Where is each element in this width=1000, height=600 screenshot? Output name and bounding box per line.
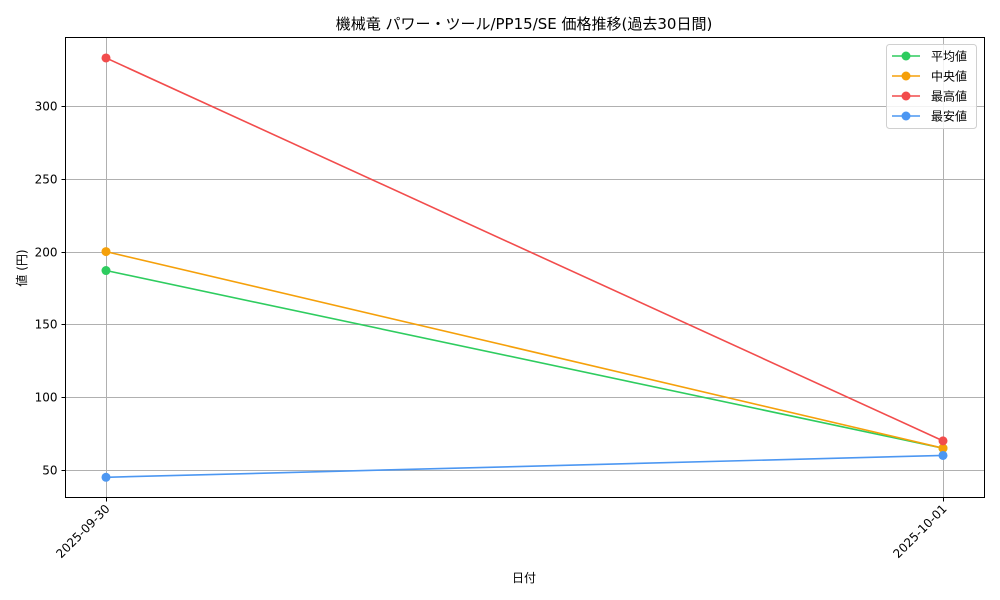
data-point-marker [938, 450, 948, 460]
series-1 [101, 247, 948, 453]
y-axis-ticks: 50 100 150 200 250 300 [35, 100, 66, 478]
legend-item: 最高値 [892, 89, 967, 104]
series-line [105, 250, 944, 449]
data-point-marker [938, 436, 948, 446]
y-tick-label: 250 [35, 173, 58, 187]
series-line [105, 454, 944, 479]
x-axis-label: 日付 [512, 571, 536, 585]
legend-label: 平均値 [931, 49, 967, 64]
data-series [101, 53, 948, 482]
legend-item: 中央値 [892, 69, 967, 84]
legend-label: 最安値 [931, 109, 967, 124]
legend-marker-icon [901, 111, 911, 121]
series-line [105, 57, 944, 442]
legend-item: 最安値 [892, 109, 967, 124]
series-0 [101, 266, 948, 453]
x-axis-ticks: 2025-09-30 2025-10-01 [53, 497, 950, 561]
legend-label: 最高値 [931, 89, 967, 104]
series-line [105, 269, 944, 449]
x-tick-label: 2025-10-01 [890, 502, 949, 561]
series-3 [101, 450, 948, 482]
legend-marker-icon [901, 51, 911, 61]
grid-lines [65, 37, 985, 498]
data-point-marker [101, 247, 111, 257]
data-point-marker [101, 472, 111, 482]
y-tick-label: 150 [35, 318, 58, 332]
legend-marker-icon [901, 71, 911, 81]
y-tick-label: 200 [35, 246, 58, 260]
y-tick-label: 50 [42, 464, 57, 478]
data-point-marker [101, 266, 111, 276]
plot-area-frame [65, 37, 985, 498]
legend-marker-icon [901, 91, 911, 101]
chart-title: 機械竜 パワー・ツール/PP15/SE 価格推移(過去30日間) [336, 15, 713, 33]
data-point-marker [101, 53, 111, 63]
legend-item: 平均値 [892, 49, 967, 64]
y-axis-label: 値 (円) [14, 249, 29, 286]
series-2 [101, 53, 948, 446]
x-tick-label: 2025-09-30 [53, 502, 112, 561]
y-tick-label: 300 [35, 100, 58, 114]
data-point-marker [938, 443, 948, 453]
legend-label: 中央値 [931, 69, 967, 84]
y-tick-label: 100 [35, 391, 58, 405]
legend-box [886, 44, 977, 129]
